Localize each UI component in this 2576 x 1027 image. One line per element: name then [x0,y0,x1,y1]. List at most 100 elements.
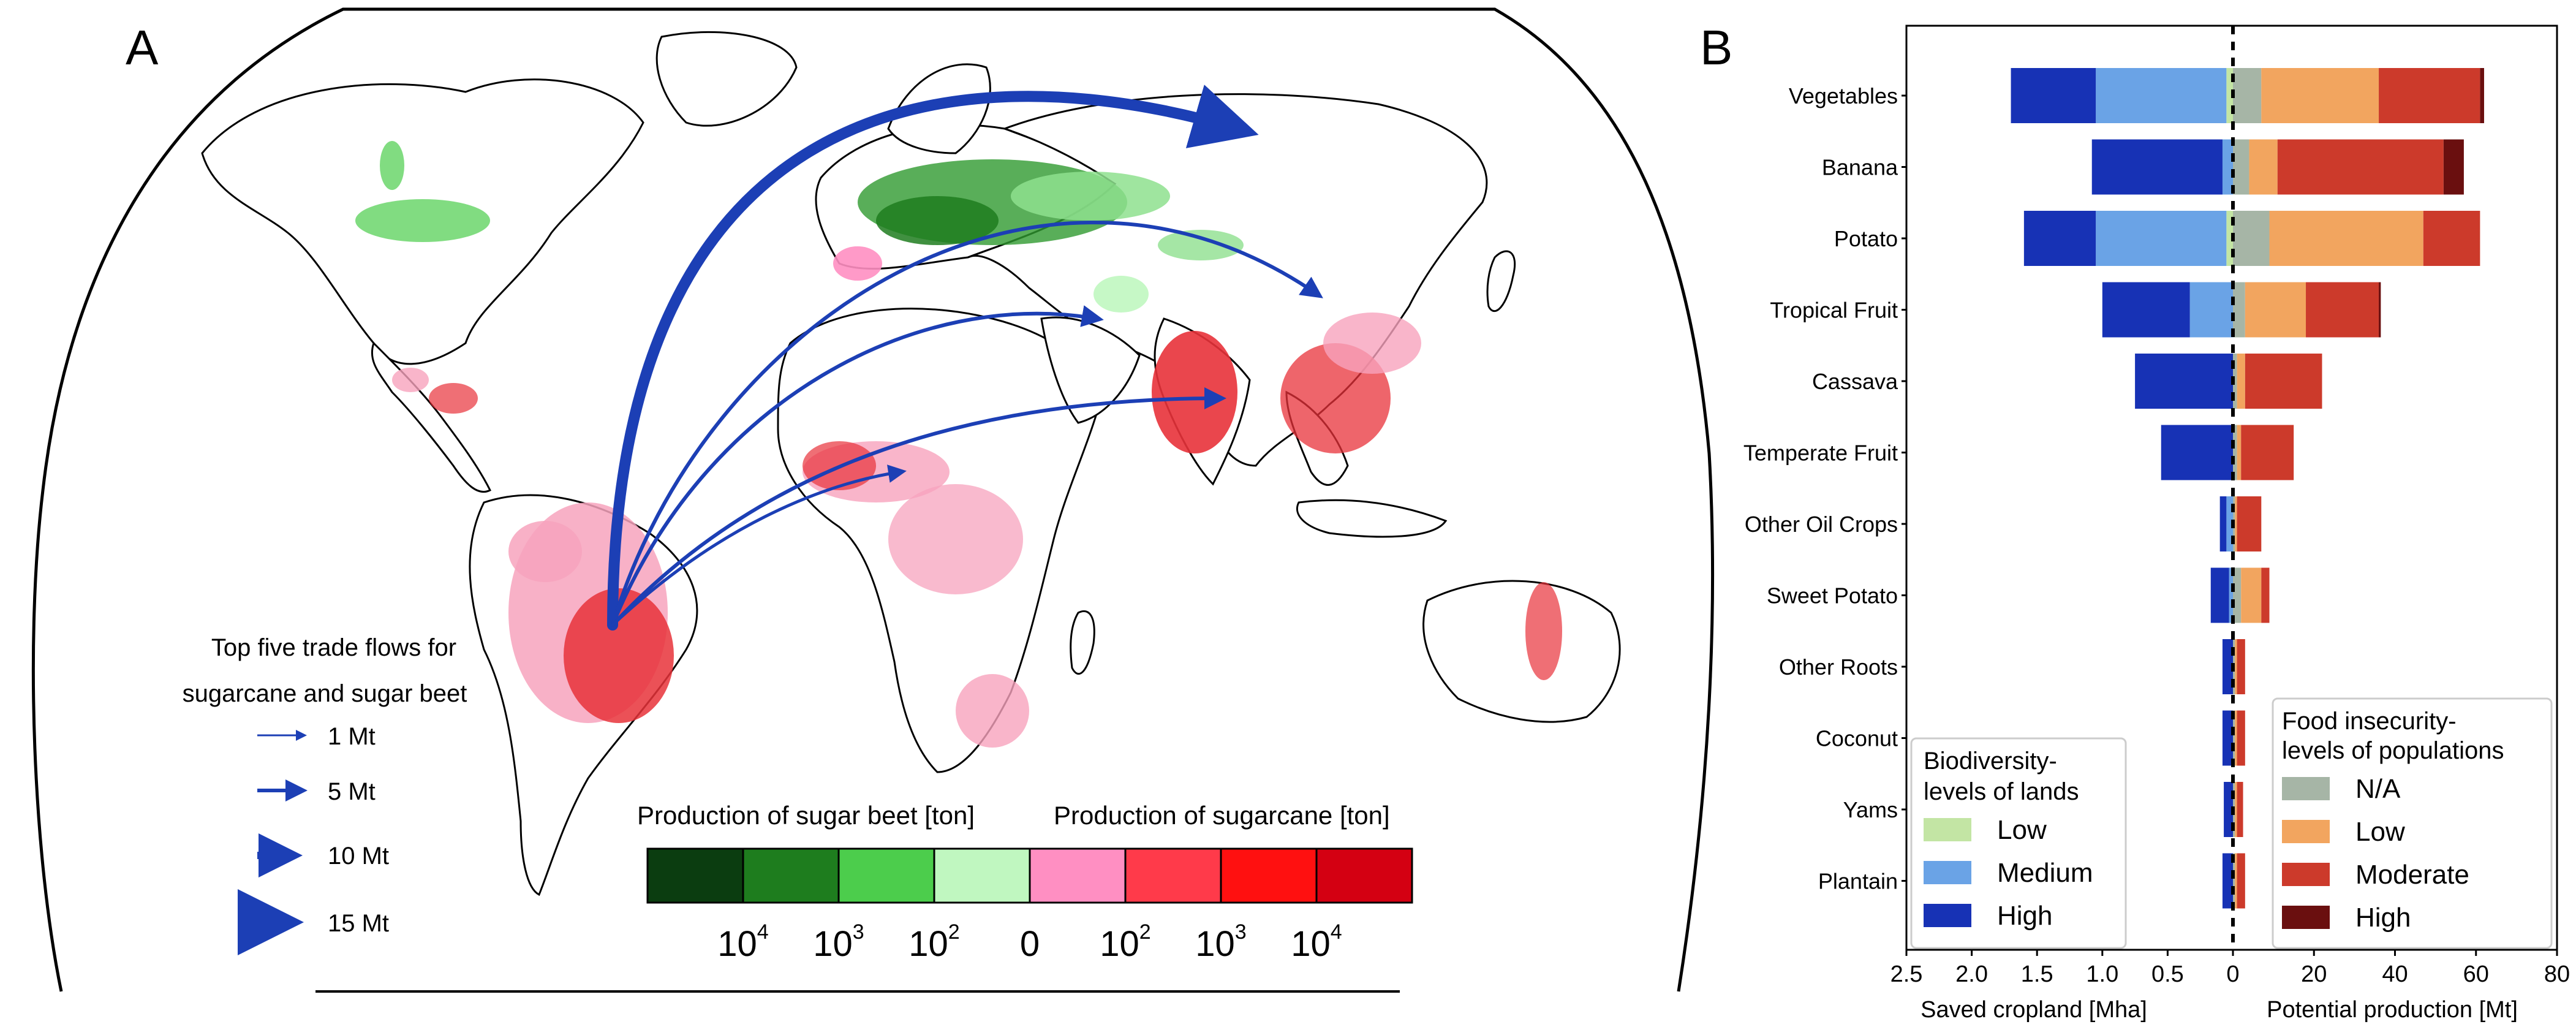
biodiversity-legend: Biodiversity- levels of lands Low Medium H… [1910,737,2127,949]
x-axis-ticks: 2.5 2.0 1.5 1.0 0.5 0 20 40 60 80 [1890,950,2570,987]
greenland [655,31,798,127]
panel-a-label: A [126,20,159,75]
colorbar-cell-0 [646,847,744,904]
trade-flow-arrow-2 [611,221,1323,627]
bar-left-high [2023,211,2096,266]
trade-flows [607,85,1323,631]
category-label: Other Oil Crops [1745,512,1898,537]
land-areas [201,31,1621,896]
bar-right-low [2235,639,2237,694]
bar-right-high [2379,282,2381,338]
bar-right-low [2235,710,2237,766]
bar-right-na [2233,211,2270,266]
bar-right-low [2235,782,2237,837]
category-label: Yams [1843,797,1898,822]
bar-right-high [2443,139,2464,195]
colorbar-tick-0: 104 [717,920,768,964]
x-tick-label-left: 1.5 [2021,961,2053,987]
legend-label-5mt: 5 Mt [328,778,376,805]
bar-right-moderate [2237,496,2262,551]
bar-right-moderate [2245,354,2322,409]
sugarcane-production [392,313,1562,748]
bar-group-coconut [2222,710,2245,766]
bar-group-plantain [2222,853,2245,909]
colorbar-cells [646,847,1413,904]
legend-swatch-moderate [2282,863,2330,886]
category-label: Temperate Fruit [1743,441,1898,466]
category-label: Cassava [1812,369,1898,394]
bar-left-medium [2096,211,2227,266]
trade-flow-legend: Top five trade flows for sugarcane and s… [183,634,467,955]
colorbar-cell-6 [1220,847,1318,904]
bar-group-vegetables [2011,68,2484,123]
colorbar-tick-3: 0 [1020,924,1040,964]
bar-left-high [2210,567,2229,623]
colorbar-tick-5: 103 [1195,920,1246,964]
bar-left-high [2222,710,2233,766]
trade-legend-title-line-2: sugarcane and sugar beet [183,680,467,707]
x-tick-label-right: 60 [2463,961,2489,987]
food-insecurity-legend-box [2272,697,2553,949]
colorbar-cell-5 [1124,847,1222,904]
biodiversity-legend-title-1: Biodiversity- [1924,748,2057,775]
x-tick-label-left: 2.0 [1955,961,1988,987]
bar-left-medium [2096,68,2227,123]
colorbar-cell-7 [1315,847,1413,904]
legend-label-moderate: Moderate [2355,860,2469,890]
legend-label-10mt: 10 Mt [328,843,389,870]
legend-label-low: Low [1997,815,2047,845]
bar-left-medium [2222,139,2233,195]
legend-label-1mt: 1 Mt [328,723,376,750]
panel-a-map: A [31,7,1715,993]
map-boundary [31,7,1715,992]
bar-group-cassava [2135,354,2322,409]
bar-group-sweet-potato [2210,567,2270,623]
bar-right-moderate [2241,425,2294,480]
category-label: Banana [1822,155,1898,180]
bar-right-moderate [2237,639,2245,694]
right-xlabel: Potential production [Mt] [2267,997,2518,1023]
central-america [371,341,492,493]
bar-right-low [2241,567,2262,623]
biodiversity-legend-box [1910,737,2127,949]
left-xlabel: Saved cropland [Mha] [1921,997,2147,1023]
legend-label-high: High [2355,903,2411,933]
category-labels: Vegetables Banana Potato Tropical Fruit Cass… [1743,83,1906,894]
sugar-beet-production [355,141,1244,313]
bar-right-low [2249,139,2278,195]
bar-left-medium [2189,282,2233,338]
bar-right-low [2235,853,2237,909]
colorbar-tick-1: 103 [813,920,864,964]
colorbar-cell-3 [933,847,1031,904]
bar-right-na [2233,354,2237,409]
legend-swatch-high [2282,906,2330,929]
x-tick-label-left: 0 [2226,961,2239,987]
trade-flow-arrow-3 [611,305,1104,627]
colorbar-cell-1 [742,847,840,904]
madagascar [1070,610,1095,675]
bar-right-na [2233,282,2245,338]
bar-left-high [2224,782,2233,837]
category-label: Coconut [1816,726,1898,751]
bar-left-high [2222,639,2233,694]
bar-right-moderate [2261,567,2270,623]
bar-right-low [2261,68,2379,123]
bar-group-temperate-fruit [2161,425,2294,480]
legend-label-na: N/A [2355,774,2401,804]
bar-group-other-oil-crops [2219,496,2262,551]
colorbar-cane-title: Production of sugarcane [ton] [1054,801,1390,830]
bar-group-banana [2091,139,2464,195]
bar-right-low [2269,211,2423,266]
trade-legend-title-line-1: Top five trade flows for [211,634,456,661]
legend-label-15mt: 15 Mt [328,910,389,937]
bar-left-high [2135,354,2233,409]
food-insecurity-legend-items: N/A Low Moderate High [2282,774,2469,933]
x-tick-label-right: 80 [2544,961,2570,987]
x-tick-label-left: 1.0 [2086,961,2118,987]
colorbar-tick-2: 102 [908,920,959,964]
biodiversity-legend-items: Low Medium High [1924,815,2093,931]
trade-flow-arrow-4 [611,387,1226,627]
bar-left-medium [2226,496,2233,551]
bar-right-moderate [2237,853,2245,909]
